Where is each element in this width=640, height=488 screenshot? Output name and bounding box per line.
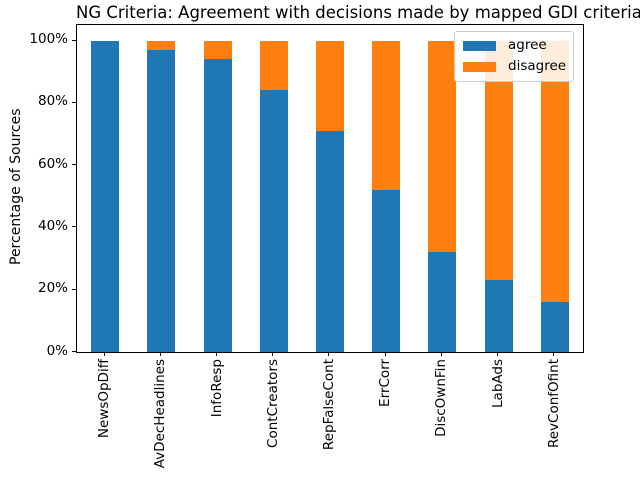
bar-group bbox=[358, 25, 414, 352]
y-tick-mark bbox=[72, 351, 76, 352]
legend-label: agree bbox=[508, 37, 547, 53]
bar-group bbox=[527, 25, 583, 352]
agree-segment bbox=[372, 190, 401, 352]
agree-segment bbox=[428, 252, 457, 352]
y-tick-mark bbox=[72, 288, 76, 290]
x-tick-mark bbox=[497, 352, 499, 356]
x-tick-mark bbox=[553, 352, 555, 356]
disagree-segment bbox=[540, 40, 569, 303]
agree-segment bbox=[540, 302, 569, 352]
x-label-slot: NewsOpDiff bbox=[76, 359, 132, 485]
x-tick-label: ErrCorr bbox=[377, 359, 394, 407]
y-tick-mark bbox=[72, 226, 76, 228]
x-tick-mark bbox=[103, 352, 105, 356]
bar-group bbox=[414, 25, 470, 352]
x-label-slot: DiscOwnFin bbox=[413, 359, 469, 485]
disagree-segment bbox=[259, 40, 288, 91]
x-label-slot: LabAds bbox=[470, 359, 526, 485]
y-tick-label: 20% bbox=[37, 280, 68, 297]
x-tick-label: LabAds bbox=[489, 359, 506, 408]
legend-entry: disagree bbox=[463, 56, 567, 77]
x-label-slot: AvDecHeadlines bbox=[132, 359, 188, 485]
x-tick-mark bbox=[440, 352, 442, 356]
x-tick-slot bbox=[245, 352, 301, 356]
agree-segment bbox=[91, 40, 120, 352]
x-tick-mark bbox=[384, 352, 386, 356]
x-tick-slot bbox=[470, 352, 526, 356]
x-tick-label: AvDecHeadlines bbox=[152, 359, 169, 469]
x-tick-label: NewsOpDiff bbox=[96, 359, 113, 439]
x-tick-slot bbox=[357, 352, 413, 356]
x-tick-mark bbox=[216, 352, 218, 356]
x-tick-label: ContCreators bbox=[264, 359, 281, 448]
x-label-slot: ContCreators bbox=[245, 359, 301, 485]
x-tick-mark bbox=[159, 352, 161, 356]
agree-segment bbox=[315, 130, 344, 352]
legend: agree disagree bbox=[454, 31, 574, 82]
disagree-segment bbox=[372, 40, 401, 191]
bars-container bbox=[77, 25, 583, 352]
x-tick-slot bbox=[301, 352, 357, 356]
legend-label: disagree bbox=[508, 58, 567, 74]
y-tick-label: 80% bbox=[37, 93, 68, 110]
x-tick-label: RepFalseCont bbox=[320, 359, 337, 451]
disagree-segment bbox=[428, 40, 457, 253]
disagree-legend-swatch bbox=[463, 61, 496, 72]
x-label-slot: ErrCorr bbox=[357, 359, 413, 485]
disagree-segment bbox=[203, 40, 232, 60]
chart-title: NG Criteria: Agreement with decisions ma… bbox=[76, 3, 640, 22]
bar-group bbox=[246, 25, 302, 352]
disagree-segment bbox=[315, 40, 344, 131]
x-tick-label: InfoResp bbox=[208, 359, 225, 418]
y-tick-label: 60% bbox=[37, 155, 68, 172]
x-label-slot: RevConfOfint bbox=[526, 359, 582, 485]
x-tick-label: DiscOwnFin bbox=[433, 359, 450, 437]
bar-group bbox=[77, 25, 133, 352]
agree-legend-swatch bbox=[463, 40, 496, 51]
x-tick-label: RevConfOfint bbox=[545, 359, 562, 449]
y-tick-mark bbox=[72, 39, 76, 41]
x-axis-labels: NewsOpDiff AvDecHeadlines InfoResp ContCrea… bbox=[76, 359, 582, 485]
y-tick-label: 40% bbox=[37, 217, 68, 234]
y-tick-label: 0% bbox=[46, 342, 68, 359]
bar-group bbox=[189, 25, 245, 352]
x-tick-slot bbox=[188, 352, 244, 356]
y-tick-mark bbox=[72, 101, 76, 103]
x-axis-ticks bbox=[76, 352, 582, 356]
agree-segment bbox=[259, 90, 288, 352]
x-label-slot: RepFalseCont bbox=[301, 359, 357, 485]
disagree-segment bbox=[147, 40, 176, 50]
x-tick-slot bbox=[526, 352, 582, 356]
legend-items: agree disagree bbox=[463, 35, 567, 77]
x-tick-slot bbox=[413, 352, 469, 356]
bar-group bbox=[133, 25, 189, 352]
x-tick-mark bbox=[272, 352, 274, 356]
agree-segment bbox=[484, 280, 513, 352]
x-tick-slot bbox=[132, 352, 188, 356]
bar-group bbox=[302, 25, 358, 352]
y-tick-mark bbox=[72, 164, 76, 166]
agree-segment bbox=[203, 59, 232, 352]
y-axis-label: Percentage of Sources bbox=[8, 108, 24, 266]
legend-entry: agree bbox=[463, 35, 567, 56]
x-tick-slot bbox=[76, 352, 132, 356]
x-tick-mark bbox=[328, 352, 330, 356]
y-tick-label: 100% bbox=[29, 31, 68, 48]
agree-segment bbox=[147, 49, 176, 352]
x-label-slot: InfoResp bbox=[188, 359, 244, 485]
